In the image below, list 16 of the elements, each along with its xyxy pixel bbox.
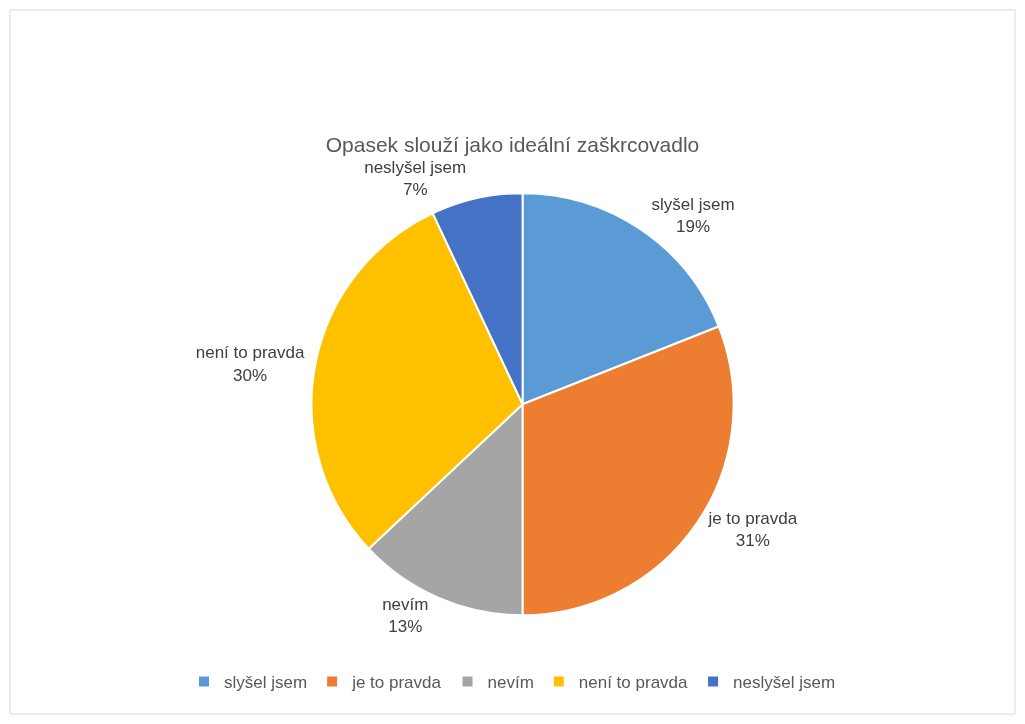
data-label: 7%: [402, 180, 428, 200]
data-label: 30%: [233, 365, 268, 385]
slice-label: nevím: [382, 594, 429, 614]
data-label: 13%: [388, 616, 423, 636]
data-label: 31%: [735, 530, 770, 550]
legend-label: není to pravda: [578, 673, 689, 693]
slice-label: není to pravda: [195, 343, 305, 363]
legend-label: neslyšel jsem: [733, 673, 836, 693]
data-label: 19%: [676, 217, 711, 237]
legend-label: slyšel jsem: [224, 673, 308, 693]
slice-label: neslyšel jsem: [364, 158, 467, 178]
slice-label: slyšel jsem: [651, 195, 735, 215]
legend-label: je to pravda: [351, 673, 442, 693]
legend-label: nevím: [487, 673, 534, 693]
chart-title: Opasek slouží jako ideální zaškrcovadlo: [325, 133, 700, 157]
slice-label: je to pravda: [707, 508, 798, 528]
